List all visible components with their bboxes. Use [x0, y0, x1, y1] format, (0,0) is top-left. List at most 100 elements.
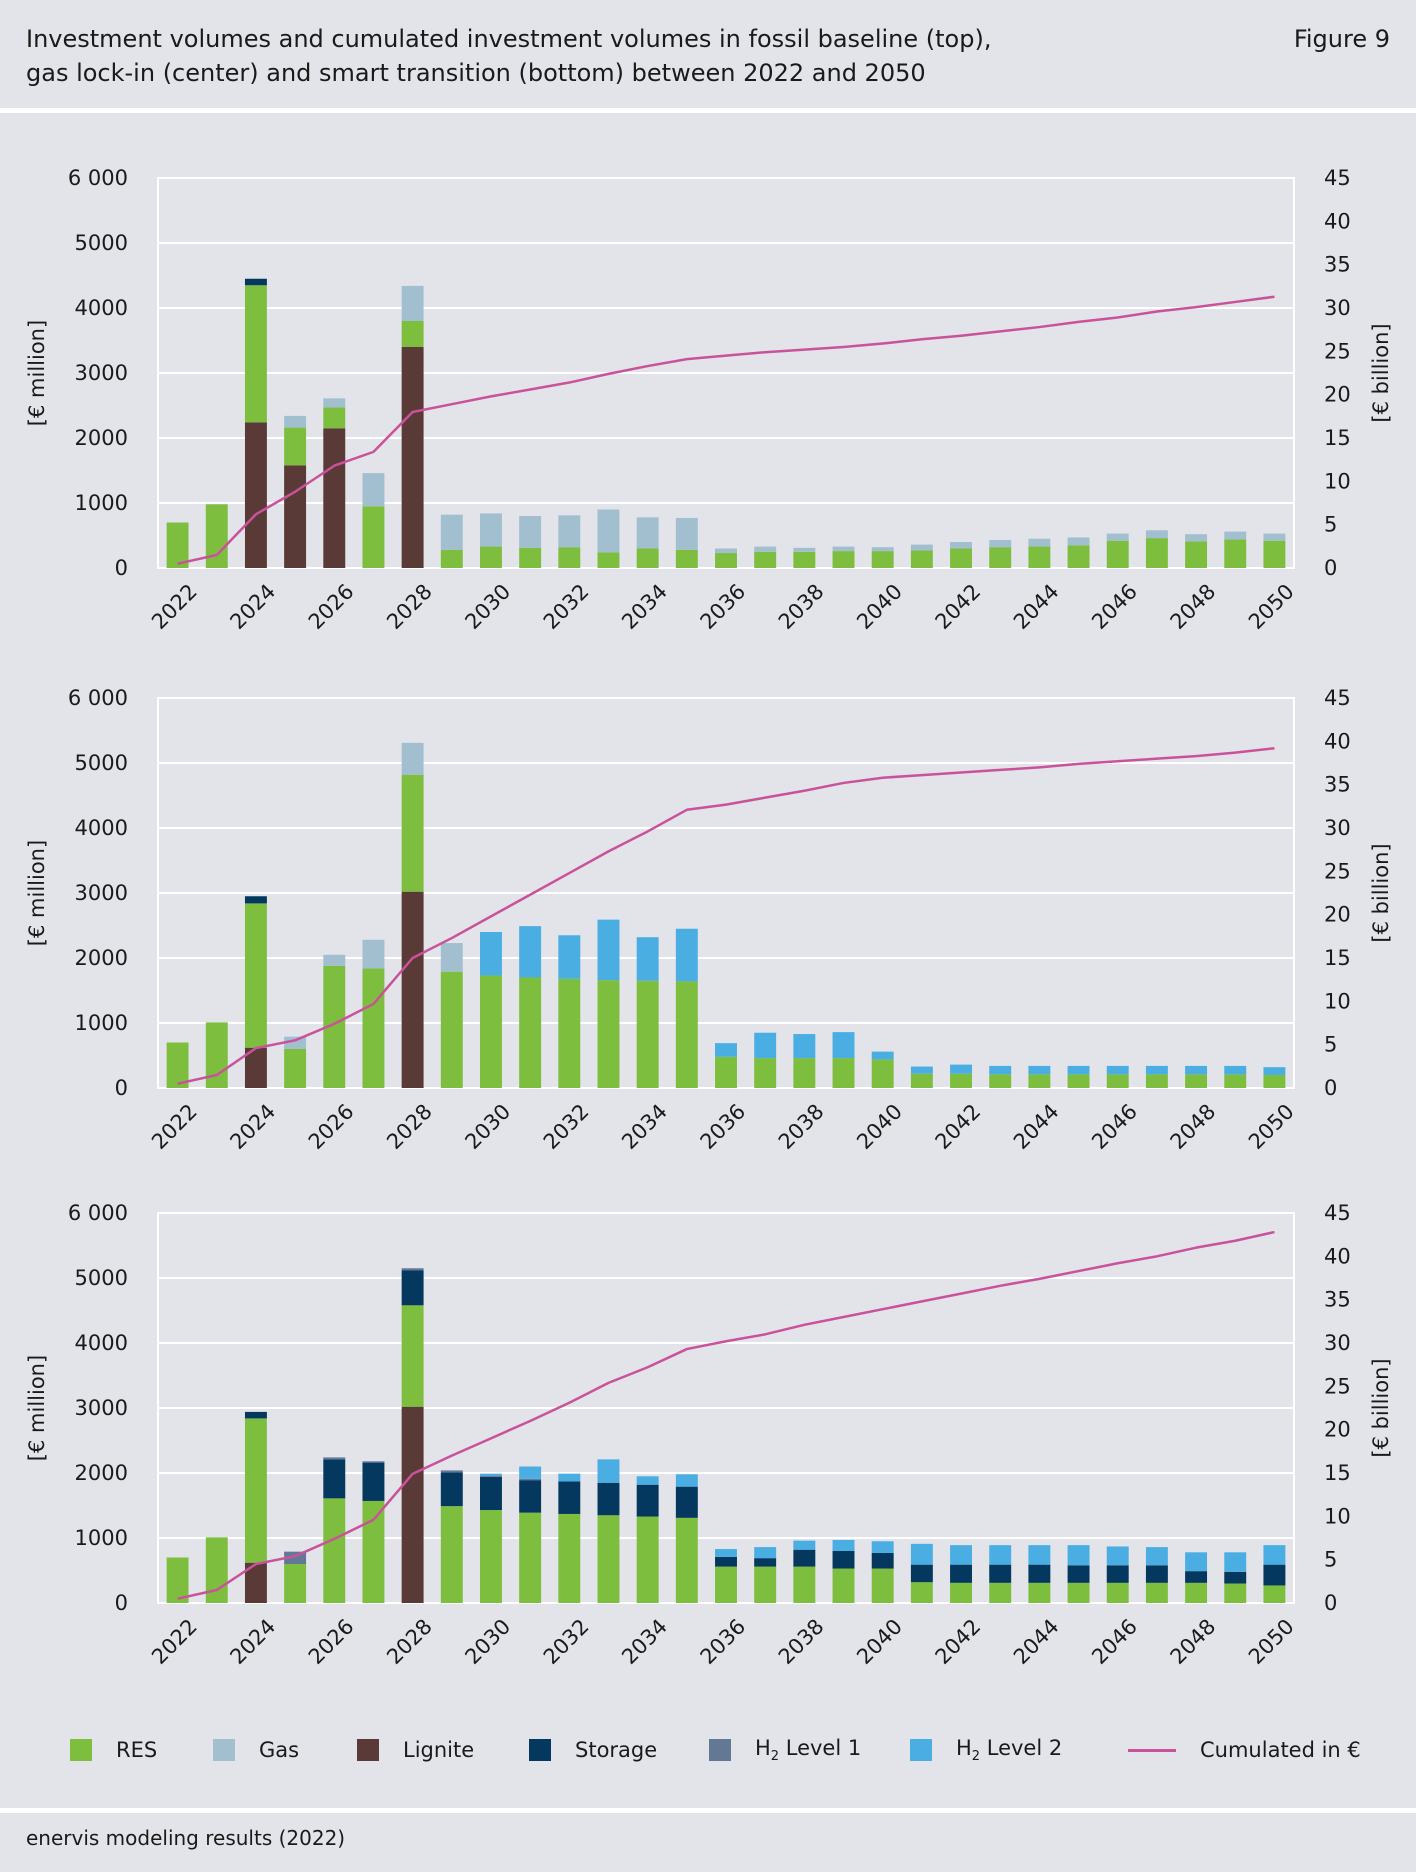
y-tick-label: 5000 [75, 1266, 128, 1290]
bar-res-2023 [205, 504, 228, 568]
bar-res-2033 [597, 1515, 620, 1603]
bar-lignite-2024 [244, 1562, 267, 1603]
bar-res-2044 [1028, 1582, 1051, 1603]
legend-label: H2 Level 1 [755, 1735, 862, 1765]
bar-storage-2024 [244, 896, 267, 904]
y-tick-label: 0 [115, 556, 128, 580]
y2-tick-label: 35 [1324, 253, 1351, 277]
y-tick-label: 6 000 [68, 1201, 128, 1225]
bar-res-2049 [1224, 1583, 1247, 1603]
bar-h2-level-2-2045 [1067, 1545, 1090, 1566]
x-tick-label: 2042 [931, 579, 986, 634]
bar-res-2022 [166, 522, 189, 568]
bar-res-2036 [715, 1566, 737, 1603]
y2-tick-label: 45 [1324, 1201, 1351, 1225]
bar-gas-2034 [636, 517, 659, 549]
bar-res-2042 [950, 1582, 973, 1603]
bar-res-2042 [950, 1073, 973, 1088]
title-line-1: Investment volumes and cumulated investm… [26, 25, 992, 53]
bar-res-2026 [323, 1498, 346, 1603]
bar-res-2044 [1028, 546, 1051, 568]
y-tick-label: 2000 [75, 946, 128, 970]
x-tick-label: 2032 [539, 579, 594, 634]
chart-fossil-baseline: 0 1000 2000 3000 4000 5000 6 000 0 5 10 15 20 25 30 35… [0, 150, 1416, 654]
bar-res-2027 [362, 968, 385, 1088]
y2-tick-label: 15 [1324, 946, 1351, 970]
legend-swatch [1128, 1748, 1176, 1752]
y2-tick-label: 15 [1324, 426, 1351, 450]
bar-res-2046 [1106, 1582, 1129, 1603]
bar-lignite-2024 [244, 422, 267, 568]
x-tick-label: 2034 [617, 1614, 672, 1669]
x-tick-label: 2042 [931, 1614, 986, 1669]
bar-res-2041 [910, 1582, 933, 1603]
legend-label: Storage [575, 1738, 658, 1762]
bar-h2-level-2-2046 [1106, 1065, 1129, 1075]
bar-gas-2050 [1263, 533, 1286, 541]
legend-item-gas: Gas [213, 1730, 299, 1770]
y-tick-label: 3000 [75, 881, 128, 905]
bar-res-2031 [519, 977, 542, 1088]
bar-res-2041 [910, 550, 933, 568]
bar-storage-2041 [910, 1564, 933, 1583]
bar-gas-2049 [1224, 531, 1247, 540]
bar-res-2022 [166, 1042, 189, 1088]
bar-storage-2024 [244, 278, 267, 286]
x-tick-label: 2026 [304, 1614, 359, 1669]
bar-gas-2028 [401, 742, 424, 775]
x-tick-label: 2026 [304, 1099, 359, 1154]
legend-label: Gas [259, 1738, 300, 1762]
y-tick-label: 3000 [75, 361, 128, 385]
bar-gas-2033 [597, 509, 620, 553]
bar-res-2050 [1263, 540, 1286, 568]
x-tick-label: 2036 [696, 1099, 751, 1154]
x-tick-label: 2034 [617, 579, 672, 634]
bar-h2-level-2-2039 [832, 1032, 855, 1059]
bar-res-2045 [1067, 1074, 1090, 1088]
x-tick-label: 2042 [931, 1099, 986, 1154]
bar-h2-level-1-2027 [362, 1461, 385, 1463]
x-tick-label: 2028 [382, 579, 437, 634]
bar-res-2048 [1185, 1582, 1208, 1603]
cumulated-line [177, 747, 1275, 1085]
bar-res-2037 [754, 1566, 777, 1603]
bar-res-2027 [362, 1500, 385, 1603]
legend-item-res: RES [70, 1730, 157, 1770]
bar-res-2043 [989, 1074, 1012, 1088]
x-tick-label: 2048 [1166, 1614, 1221, 1669]
bar-gas-2032 [558, 515, 581, 548]
bar-res-2038 [793, 551, 816, 568]
bar-res-2025 [284, 427, 307, 466]
y2-tick-label: 0 [1324, 556, 1337, 580]
bar-storage-2050 [1263, 1564, 1286, 1586]
bar-h2-level-2-2041 [910, 1543, 933, 1565]
bar-h2-level-2-2040 [871, 1541, 894, 1553]
bar-gas-2027 [362, 473, 385, 507]
bar-h2-level-2-2042 [950, 1545, 973, 1565]
x-tick-label: 2024 [225, 1614, 280, 1669]
y2-tick-label: 5 [1324, 513, 1337, 537]
legend-label: Lignite [403, 1738, 475, 1762]
chart-smart-transition: 0 1000 2000 3000 4000 5000 6 000 0 5 10 15 20 25 30 35… [0, 1185, 1416, 1689]
bar-h2-level-2-2048 [1185, 1552, 1208, 1572]
bar-storage-2036 [715, 1556, 737, 1567]
bar-h2-level-2-2034 [636, 937, 659, 981]
bar-gas-2025 [284, 415, 307, 428]
legend-swatch [709, 1739, 731, 1761]
bar-gas-2038 [793, 547, 816, 552]
y-tick-label: 5000 [75, 751, 128, 775]
bar-res-2030 [479, 975, 502, 1088]
bar-res-2039 [832, 551, 855, 568]
bar-res-2025 [284, 1049, 307, 1088]
y-axis-title: [€ million] [25, 1355, 49, 1461]
bar-res-2050 [1263, 1075, 1286, 1088]
bar-gas-2047 [1145, 530, 1168, 539]
bar-h2-level-2-2032 [558, 935, 581, 979]
x-tick-label: 2034 [617, 1099, 672, 1154]
bar-h2-level-1-2029 [440, 1470, 463, 1473]
bar-res-2046 [1106, 1074, 1129, 1088]
bar-h2-level-2-2047 [1145, 1065, 1168, 1075]
y2-tick-label: 10 [1324, 469, 1351, 493]
bar-res-2034 [636, 1516, 659, 1603]
bar-gas-2031 [519, 516, 542, 548]
